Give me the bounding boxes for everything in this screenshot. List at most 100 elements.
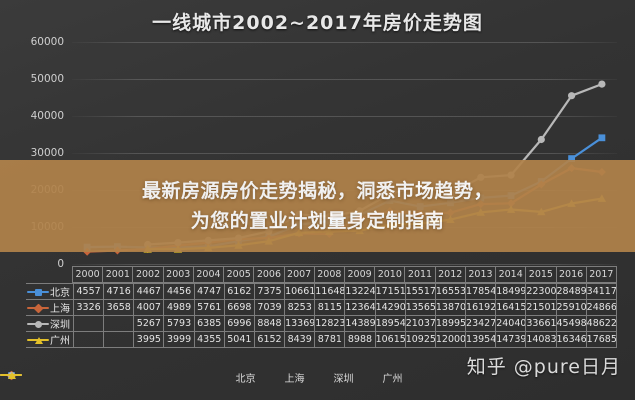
year-header-cell: 2013 (464, 266, 496, 283)
table-cell: 13954 (465, 331, 497, 348)
triangle-marker-icon (8, 372, 16, 379)
table-cell: 13870 (434, 299, 467, 316)
table-cell: 5041 (223, 331, 255, 348)
y-axis-tick-label: 0 (57, 258, 64, 270)
legend-item-深圳[interactable]: 深圳 (0, 370, 354, 385)
triangle-marker-icon (35, 336, 43, 344)
table-cell: 4716 (103, 283, 135, 300)
page-title: 一线城市2002~2017年房价走势图 (152, 12, 483, 34)
table-cell: 14290 (374, 299, 406, 316)
series-marker (27, 303, 49, 313)
city-label: 北京 (50, 288, 70, 299)
year-header-cell: 2017 (585, 266, 617, 283)
table-cell: 3999 (163, 331, 195, 348)
series-marker (27, 335, 49, 345)
table-cell: 25910 (555, 299, 587, 316)
table-cell: 4355 (193, 331, 225, 348)
table-cell: 12364 (344, 299, 376, 316)
year-header-cell: 2005 (223, 266, 254, 283)
table-cell: 10615 (374, 331, 406, 348)
legend-item-label: 北京 (235, 374, 256, 385)
table-cell: 3326 (72, 299, 105, 316)
y-axis-tick-label: 50000 (30, 73, 64, 85)
legend-item-北京[interactable]: 北京 (0, 370, 256, 385)
table-cell: 21037 (404, 315, 436, 332)
year-header-cell: 2015 (525, 266, 556, 283)
table-cell: 6385 (193, 315, 225, 332)
table-cell: 4467 (133, 283, 165, 300)
year-header-cell: 2000 (72, 266, 103, 283)
table-cell: 28489 (555, 283, 587, 300)
table-cell: 21501 (525, 299, 557, 316)
chart-legend: 北京 上海 深圳 广州 (0, 370, 635, 385)
table-cell: 18499 (495, 283, 527, 300)
y-axis-tick-label: 60000 (30, 36, 64, 48)
table-cell: 48622 (585, 315, 618, 332)
table-cell: 6162 (223, 283, 255, 300)
table-cell (103, 315, 135, 332)
table-cell: 18995 (434, 315, 467, 332)
table-row: 北京 4557 4716 4467 4456 4747 6162 7375 10661 11648… (26, 283, 618, 300)
legend-item-label: 广州 (382, 374, 403, 385)
table-row-header-上海: 上海 (26, 299, 74, 316)
table-cell: 24866 (585, 299, 618, 316)
table-cell: 6996 (223, 315, 255, 332)
table-cell: 17151 (374, 283, 406, 300)
table-cell: 14083 (525, 331, 557, 348)
legend-item-label: 深圳 (333, 374, 354, 385)
year-header-cell: 2002 (132, 266, 163, 283)
city-label: 深圳 (50, 320, 70, 331)
table-cell: 5267 (133, 315, 165, 332)
promo-overlay-banner: 最新房源房价走势揭秘，洞悉市场趋势， 为您的置业计划量身定制指南 (0, 160, 635, 252)
legend-item-label: 上海 (284, 374, 305, 385)
table-row-header-深圳: 深圳 (26, 315, 74, 332)
series-marker (27, 319, 49, 329)
gridline (72, 42, 617, 43)
table-cell: 8848 (253, 315, 286, 332)
table-cell: 15517 (404, 283, 436, 300)
data-point-北京 (598, 134, 606, 142)
year-header-cell: 2003 (162, 266, 193, 283)
x-axis-year-header: 2000 2001 2002 2003 2004 2005 2006 2007 2008 2009… (72, 266, 617, 283)
table-cell: 13565 (404, 299, 436, 316)
year-header-cell: 2012 (434, 266, 465, 283)
table-row: 上海 3326 3658 4007 4989 5761 6698 7039 8253 8115 12… (26, 299, 618, 316)
table-cell: 8781 (314, 331, 346, 348)
year-header-cell: 2001 (102, 266, 133, 283)
table-cell: 23427 (465, 315, 497, 332)
y-axis-tick-label: 30000 (30, 147, 64, 159)
gridline (72, 153, 617, 154)
gridline (72, 116, 617, 117)
table-cell: 6152 (253, 331, 286, 348)
table-cell: 45498 (555, 315, 587, 332)
table-cell: 7039 (253, 299, 286, 316)
table-cell: 10925 (404, 331, 436, 348)
table-cell: 34117 (585, 283, 618, 300)
table-row-header-广州: 广州 (26, 331, 74, 348)
table-cell: 16415 (495, 299, 527, 316)
table-cell: 12000 (434, 331, 467, 348)
square-marker-icon (35, 288, 42, 296)
data-point-深圳 (598, 80, 606, 88)
table-cell: 5761 (193, 299, 225, 316)
table-cell: 10661 (284, 283, 316, 300)
table-cell: 7375 (253, 283, 286, 300)
year-header-cell: 2008 (313, 266, 344, 283)
table-cell: 3658 (103, 299, 135, 316)
table-cell: 16346 (555, 331, 587, 348)
legend-item-上海[interactable]: 上海 (0, 370, 305, 385)
table-cell: 22300 (525, 283, 557, 300)
data-point-北京 (568, 155, 575, 162)
table-cell: 18954 (374, 315, 406, 332)
table-cell: 8253 (284, 299, 316, 316)
series-marker (27, 287, 49, 297)
year-header-cell: 2007 (283, 266, 314, 283)
data-table: 北京 4557 4716 4467 4456 4747 6162 7375 10661 11648… (26, 283, 618, 348)
table-cell: 4007 (133, 299, 165, 316)
promo-line-1: 最新房源房价走势揭秘，洞悉市场趋势， (141, 180, 493, 202)
table-cell: 4557 (72, 283, 105, 300)
legend-item-广州[interactable]: 广州 (0, 370, 403, 385)
table-row: 广州 3995 3999 4355 5041 6152 8439 8781 8988 10615 1… (26, 331, 618, 348)
table-cell (72, 331, 105, 348)
table-cell: 8115 (314, 299, 346, 316)
